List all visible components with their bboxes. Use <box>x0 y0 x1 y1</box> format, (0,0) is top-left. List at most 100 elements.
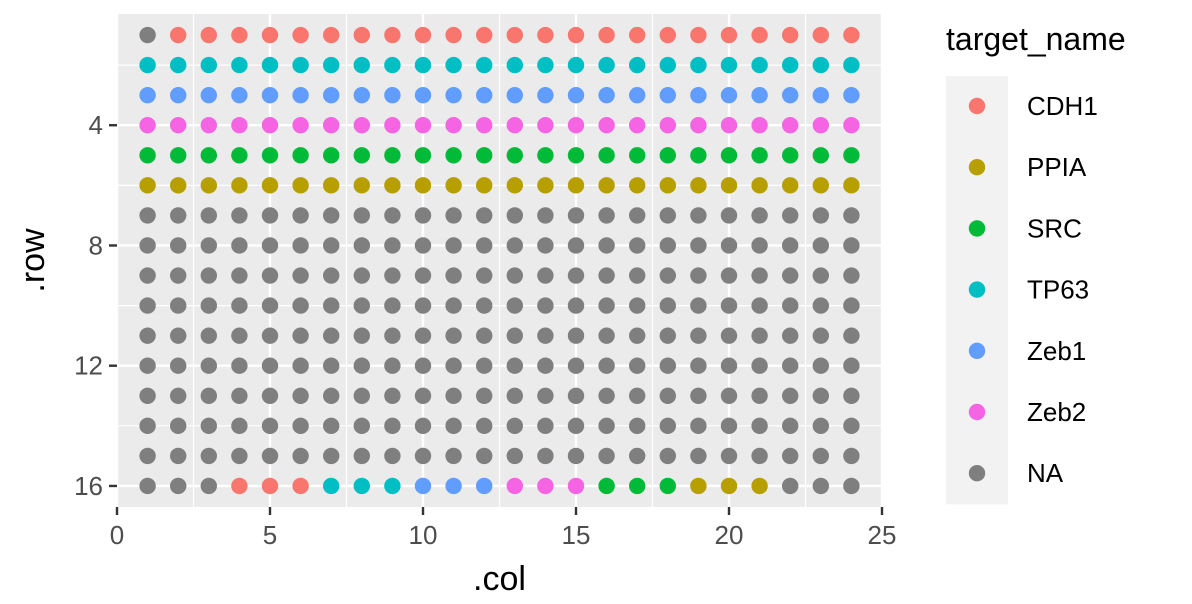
data-point <box>537 26 554 44</box>
data-point <box>323 26 340 44</box>
data-point <box>200 237 217 254</box>
data-point <box>261 237 279 254</box>
data-point <box>476 267 493 284</box>
data-point <box>690 177 707 194</box>
data-point <box>690 297 707 314</box>
data-point <box>537 327 554 344</box>
data-point <box>598 417 615 435</box>
data-point <box>720 147 738 164</box>
data-point <box>629 56 646 74</box>
data-point <box>506 86 523 104</box>
legend-label: Zeb1 <box>1027 336 1086 366</box>
data-point <box>476 327 493 344</box>
data-point <box>384 177 401 194</box>
data-point <box>537 147 554 164</box>
data-point <box>292 147 309 164</box>
data-point <box>200 86 217 104</box>
data-point <box>170 237 187 254</box>
data-point <box>629 297 646 314</box>
data-point <box>782 417 799 435</box>
data-point <box>292 387 309 404</box>
data-point <box>690 86 707 104</box>
data-point <box>659 177 676 194</box>
data-point <box>690 147 707 164</box>
data-point <box>200 387 217 404</box>
data-point <box>231 56 248 74</box>
data-point <box>782 267 799 284</box>
data-point <box>751 447 768 465</box>
data-point <box>843 26 860 44</box>
data-point <box>261 447 279 465</box>
data-point <box>476 86 493 104</box>
data-point <box>323 117 340 134</box>
data-point <box>170 357 187 374</box>
data-point <box>629 26 646 44</box>
data-point <box>170 147 187 164</box>
data-point <box>751 147 768 164</box>
data-point <box>690 477 707 495</box>
data-point <box>445 417 462 435</box>
data-point <box>843 417 860 435</box>
data-point <box>659 56 676 74</box>
data-point <box>170 207 187 224</box>
data-point <box>414 86 432 104</box>
data-point <box>751 86 768 104</box>
data-point <box>537 357 554 374</box>
data-point <box>445 117 462 134</box>
data-point <box>476 417 493 435</box>
data-point <box>261 387 279 404</box>
legend-key <box>968 342 986 359</box>
y-axis: 4 8 12 16 <box>74 110 117 501</box>
data-point <box>200 477 217 495</box>
data-point <box>476 477 493 495</box>
data-point <box>598 297 615 314</box>
data-point <box>659 327 676 344</box>
data-point <box>629 207 646 224</box>
data-point <box>720 387 738 404</box>
data-point <box>567 417 585 435</box>
data-point <box>751 207 768 224</box>
data-point <box>812 477 829 495</box>
data-point <box>751 357 768 374</box>
data-point <box>659 387 676 404</box>
data-point <box>353 417 370 435</box>
data-point <box>567 477 585 495</box>
data-point <box>751 387 768 404</box>
data-point <box>506 417 523 435</box>
data-point <box>537 117 554 134</box>
data-point <box>751 297 768 314</box>
data-point <box>384 86 401 104</box>
data-point <box>506 447 523 465</box>
data-point <box>843 327 860 344</box>
data-point <box>414 207 432 224</box>
data-point <box>200 26 217 44</box>
data-point <box>292 237 309 254</box>
data-point <box>445 447 462 465</box>
data-point <box>414 417 432 435</box>
data-point <box>414 147 432 164</box>
data-point <box>170 267 187 284</box>
data-point <box>170 447 187 465</box>
data-point <box>812 297 829 314</box>
data-point <box>720 26 738 44</box>
data-point <box>139 237 156 254</box>
data-point <box>843 237 860 254</box>
data-point <box>659 117 676 134</box>
data-point <box>629 387 646 404</box>
data-point <box>659 267 676 284</box>
data-point <box>812 26 829 44</box>
data-point <box>476 447 493 465</box>
data-point <box>720 56 738 74</box>
data-point <box>200 297 217 314</box>
data-point <box>261 117 279 134</box>
data-point <box>476 26 493 44</box>
data-point <box>567 86 585 104</box>
data-point <box>690 26 707 44</box>
data-point <box>690 387 707 404</box>
data-point <box>751 267 768 284</box>
data-point <box>751 417 768 435</box>
data-point <box>139 147 156 164</box>
data-point <box>139 207 156 224</box>
data-point <box>353 477 370 495</box>
